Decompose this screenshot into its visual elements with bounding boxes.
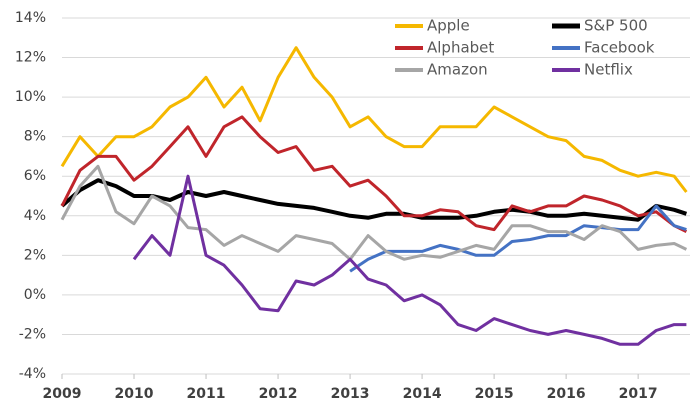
x-tick-label: 2013 [331, 386, 370, 402]
y-tick-label: -4% [19, 366, 46, 382]
x-tick-label: 2009 [43, 386, 82, 402]
x-tick-label: 2010 [115, 386, 154, 402]
y-tick-label: 12% [15, 50, 46, 66]
y-tick-label: 6% [24, 168, 46, 184]
legend-label: Apple [427, 17, 470, 35]
y-tick-label: 2% [24, 247, 46, 263]
y-tick-label: 10% [15, 89, 46, 105]
series-line [60, 46, 688, 193]
x-tick-label: 2011 [187, 386, 226, 402]
y-tick-label: 0% [24, 287, 46, 303]
x-tick-label: 2015 [475, 386, 514, 402]
x-tick-label: 2016 [547, 386, 586, 402]
legend-label: Netflix [584, 61, 633, 79]
legend-label: Alphabet [427, 39, 494, 57]
legend-label: Amazon [427, 61, 488, 79]
x-tick-label: 2014 [403, 386, 442, 402]
series-line [60, 164, 688, 261]
legend-label: Facebook [584, 39, 655, 57]
series-line [60, 115, 688, 233]
series-line [349, 204, 687, 273]
y-tick-label: 8% [24, 129, 46, 145]
x-tick-label: 2017 [619, 386, 658, 402]
y-tick-label: -2% [19, 326, 46, 342]
y-tick-label: 4% [24, 208, 46, 224]
legend-label: S&P 500 [584, 17, 648, 35]
y-tick-label: 14% [15, 10, 46, 26]
x-tick-label: 2012 [259, 386, 298, 402]
series-line [60, 178, 688, 222]
series-line [132, 174, 687, 346]
